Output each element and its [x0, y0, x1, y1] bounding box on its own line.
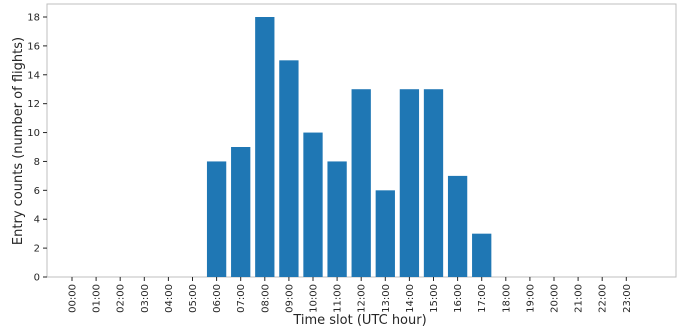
y-tick-label: 10 — [27, 128, 40, 139]
x-tick-label: 04:00 — [164, 284, 175, 313]
y-tick-label: 6 — [34, 186, 40, 197]
x-tick-label: 12:00 — [357, 284, 368, 313]
bars-group — [206, 17, 492, 277]
x-tick-label: 05:00 — [188, 284, 199, 313]
y-tick-label: 4 — [34, 215, 40, 226]
bar-13:00 — [375, 190, 395, 277]
x-tick-label: 14:00 — [405, 284, 416, 313]
x-tick-label: 18:00 — [501, 284, 512, 313]
x-tick-label: 13:00 — [381, 284, 392, 313]
bar-09:00 — [279, 60, 299, 277]
x-tick-label: 16:00 — [453, 284, 464, 313]
bar-16:00 — [447, 175, 468, 277]
bar-08:00 — [255, 17, 275, 277]
bar-11:00 — [327, 161, 347, 277]
y-axis-title: Entry counts (number of flights) — [11, 37, 26, 245]
x-tick-label: 00:00 — [68, 284, 79, 313]
x-tick-label: 23:00 — [622, 284, 633, 313]
y-tick-label: 14 — [27, 70, 40, 81]
x-axis-title: Time slot (UTC hour) — [292, 313, 426, 328]
bar-14:00 — [399, 89, 420, 277]
bar-10:00 — [303, 132, 323, 277]
x-tick-label: 15:00 — [429, 284, 440, 313]
y-tick-label: 8 — [34, 157, 40, 168]
bar-12:00 — [351, 89, 371, 277]
x-tick-label: 19:00 — [525, 284, 536, 313]
x-tick-label: 07:00 — [236, 284, 247, 313]
y-tick-label: 12 — [27, 99, 40, 110]
y-axis-ticks: 0 2 4 6 8 10 12 14 16 18 — [27, 13, 47, 284]
x-tick-label: 06:00 — [212, 284, 223, 313]
x-tick-label: 02:00 — [116, 284, 127, 313]
y-tick-label: 0 — [34, 273, 40, 284]
x-tick-label: 08:00 — [260, 284, 271, 313]
y-tick-label: 16 — [27, 41, 40, 52]
bar-06:00 — [206, 161, 227, 277]
x-tick-label: 17:00 — [477, 284, 488, 313]
bar-17:00 — [472, 233, 492, 277]
x-tick-label: 09:00 — [284, 284, 295, 313]
x-tick-label: 21:00 — [574, 284, 585, 313]
y-tick-label: 18 — [27, 13, 40, 24]
bar-15:00 — [423, 89, 444, 277]
x-axis-ticks: 00:00 01:00 02:00 03:00 04:00 05:00 06:00 07:00… — [68, 277, 633, 313]
x-tick-label: 10:00 — [309, 284, 320, 313]
x-tick-label: 03:00 — [140, 284, 151, 313]
x-tick-label: 22:00 — [598, 284, 609, 313]
bar-07:00 — [231, 147, 251, 277]
x-tick-label: 20:00 — [550, 284, 561, 313]
x-tick-label: 01:00 — [92, 284, 103, 313]
y-tick-label: 2 — [34, 244, 40, 255]
x-tick-label: 11:00 — [333, 284, 344, 313]
